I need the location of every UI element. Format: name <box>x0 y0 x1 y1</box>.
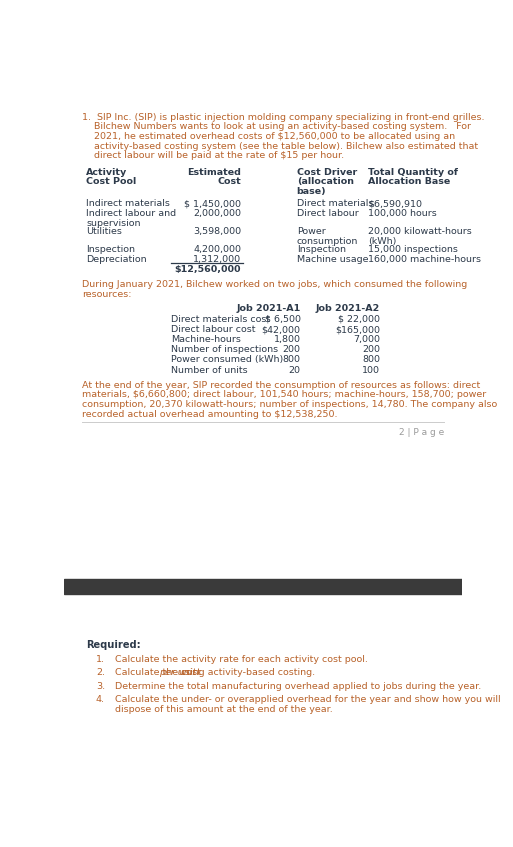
Text: resources:: resources: <box>82 290 131 299</box>
Text: 1,800: 1,800 <box>273 335 301 344</box>
Text: Job 2021-A1: Job 2021-A1 <box>236 304 301 313</box>
Text: Machine usage: Machine usage <box>297 255 368 264</box>
Text: Inspection: Inspection <box>86 245 135 254</box>
Text: activity-based costing system (see the table below). Bilchew also estimated that: activity-based costing system (see the t… <box>82 141 478 151</box>
Text: Indirect materials: Indirect materials <box>86 199 170 208</box>
Text: 100: 100 <box>362 366 380 374</box>
Text: Depreciation: Depreciation <box>86 255 147 264</box>
Text: $6,590,910: $6,590,910 <box>368 199 422 208</box>
Text: Direct materials: Direct materials <box>297 199 373 208</box>
Text: During January 2021, Bilchew worked on two jobs, which consumed the following: During January 2021, Bilchew worked on t… <box>82 280 467 289</box>
Text: 3,598,000: 3,598,000 <box>193 227 241 236</box>
Text: materials, $6,660,800; direct labour, 101,540 hours; machine-hours, 158,700; pow: materials, $6,660,800; direct labour, 10… <box>82 390 486 399</box>
Text: 160,000 machine-hours: 160,000 machine-hours <box>368 255 481 264</box>
Text: $ 22,000: $ 22,000 <box>338 315 380 324</box>
Text: 200: 200 <box>283 346 301 354</box>
Text: Direct labour cost: Direct labour cost <box>171 325 256 334</box>
Text: 2021, he estimated overhead costs of $12,560,000 to be allocated using an: 2021, he estimated overhead costs of $12… <box>82 132 455 141</box>
Text: (kWh): (kWh) <box>368 237 397 246</box>
Text: Total Quantity of: Total Quantity of <box>368 168 458 177</box>
Text: $165,000: $165,000 <box>335 325 380 334</box>
Text: 4,200,000: 4,200,000 <box>193 245 241 254</box>
Text: 200: 200 <box>362 346 380 354</box>
Text: Indirect labour and: Indirect labour and <box>86 209 176 219</box>
Text: 7,000: 7,000 <box>353 335 380 344</box>
Text: 2 | P a g e: 2 | P a g e <box>399 428 444 437</box>
Text: Job 2021-A2: Job 2021-A2 <box>316 304 380 313</box>
Text: Power: Power <box>297 227 325 236</box>
Text: consumption, 20,370 kilowatt-hours; number of inspections, 14,780. The company a: consumption, 20,370 kilowatt-hours; numb… <box>82 400 497 409</box>
Text: Cost Pool: Cost Pool <box>86 177 136 186</box>
Text: $12,560,000: $12,560,000 <box>174 265 241 274</box>
Text: 1,312,000: 1,312,000 <box>193 255 241 264</box>
Text: Determine the total manufacturing overhead applied to jobs during the year.: Determine the total manufacturing overhe… <box>115 682 481 690</box>
Text: Cost: Cost <box>218 177 241 186</box>
Text: Cost Driver: Cost Driver <box>297 168 357 177</box>
Text: Allocation Base: Allocation Base <box>368 177 450 186</box>
Text: Number of inspections: Number of inspections <box>171 346 279 354</box>
Text: 4.: 4. <box>96 695 105 704</box>
Text: dispose of this amount at the end of the year.: dispose of this amount at the end of the… <box>115 705 333 714</box>
Text: direct labour will be paid at the rate of $15 per hour.: direct labour will be paid at the rate o… <box>82 152 344 160</box>
Text: Direct labour: Direct labour <box>297 209 359 219</box>
Text: Activity: Activity <box>86 168 127 177</box>
Text: 800: 800 <box>283 356 301 364</box>
Text: Calculate the activity rate for each activity cost pool.: Calculate the activity rate for each act… <box>115 655 368 664</box>
Text: Inspection: Inspection <box>297 245 346 254</box>
Text: Bilchew Numbers wants to look at using an activity-based costing system.   For: Bilchew Numbers wants to look at using a… <box>82 122 471 131</box>
Text: 1.  SIP Inc. (SIP) is plastic injection molding company specializing in front-en: 1. SIP Inc. (SIP) is plastic injection m… <box>82 113 484 122</box>
Text: Direct materials cost: Direct materials cost <box>171 315 270 324</box>
Text: Number of units: Number of units <box>171 366 248 374</box>
Text: Calculate the under- or overapplied overhead for the year and show how you will: Calculate the under- or overapplied over… <box>115 695 501 704</box>
Text: recorded actual overhead amounting to $12,538,250.: recorded actual overhead amounting to $1… <box>82 410 338 418</box>
Text: Machine-hours: Machine-hours <box>171 335 241 344</box>
Text: $ 1,450,000: $ 1,450,000 <box>184 199 241 208</box>
Text: per unit: per unit <box>159 668 196 677</box>
Text: base): base) <box>297 187 326 196</box>
Text: 3.: 3. <box>96 682 105 690</box>
Text: 1.: 1. <box>96 655 105 664</box>
Text: At the end of the year, SIP recorded the consumption of resources as follows: di: At the end of the year, SIP recorded the… <box>82 380 480 390</box>
Text: 2,000,000: 2,000,000 <box>193 209 241 219</box>
Text: 20,000 kilowatt-hours: 20,000 kilowatt-hours <box>368 227 472 236</box>
Text: Power consumed (kWh): Power consumed (kWh) <box>171 356 284 364</box>
Text: 800: 800 <box>362 356 380 364</box>
Bar <box>64 579 462 594</box>
Text: 20: 20 <box>289 366 301 374</box>
Text: Calculate the cost: Calculate the cost <box>115 668 204 677</box>
Text: 100,000 hours: 100,000 hours <box>368 209 437 219</box>
Text: Required:: Required: <box>86 639 141 650</box>
Text: supervision: supervision <box>86 219 141 228</box>
Text: $ 6,500: $ 6,500 <box>265 315 301 324</box>
Text: Utilities: Utilities <box>86 227 122 236</box>
Text: 2.: 2. <box>96 668 105 677</box>
Text: $42,000: $42,000 <box>262 325 301 334</box>
Text: (allocation: (allocation <box>297 177 353 186</box>
Text: Estimated: Estimated <box>187 168 241 177</box>
Text: using activity-based costing.: using activity-based costing. <box>176 668 315 677</box>
Text: consumption: consumption <box>297 237 358 246</box>
Text: 15,000 inspections: 15,000 inspections <box>368 245 458 254</box>
